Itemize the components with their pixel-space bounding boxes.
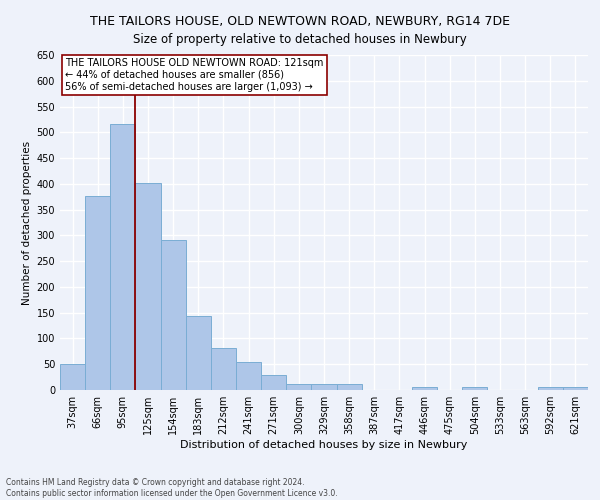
Bar <box>563 388 588 390</box>
Bar <box>85 196 110 390</box>
Bar <box>412 388 437 390</box>
Bar <box>538 388 563 390</box>
Bar <box>211 348 236 390</box>
Bar <box>261 374 286 390</box>
Text: THE TAILORS HOUSE OLD NEWTOWN ROAD: 121sqm
← 44% of detached houses are smaller : THE TAILORS HOUSE OLD NEWTOWN ROAD: 121s… <box>65 58 323 92</box>
Text: Contains HM Land Registry data © Crown copyright and database right 2024.
Contai: Contains HM Land Registry data © Crown c… <box>6 478 338 498</box>
Bar <box>236 362 261 390</box>
Bar <box>286 384 311 390</box>
Text: Size of property relative to detached houses in Newbury: Size of property relative to detached ho… <box>133 32 467 46</box>
Text: THE TAILORS HOUSE, OLD NEWTOWN ROAD, NEWBURY, RG14 7DE: THE TAILORS HOUSE, OLD NEWTOWN ROAD, NEW… <box>90 15 510 28</box>
Bar <box>311 384 337 390</box>
Bar <box>462 388 487 390</box>
Bar <box>110 124 136 390</box>
Bar <box>337 384 362 390</box>
X-axis label: Distribution of detached houses by size in Newbury: Distribution of detached houses by size … <box>181 440 467 450</box>
Bar <box>186 316 211 390</box>
Bar <box>60 364 85 390</box>
Bar <box>136 184 161 390</box>
Bar <box>161 240 186 390</box>
Y-axis label: Number of detached properties: Number of detached properties <box>22 140 32 304</box>
